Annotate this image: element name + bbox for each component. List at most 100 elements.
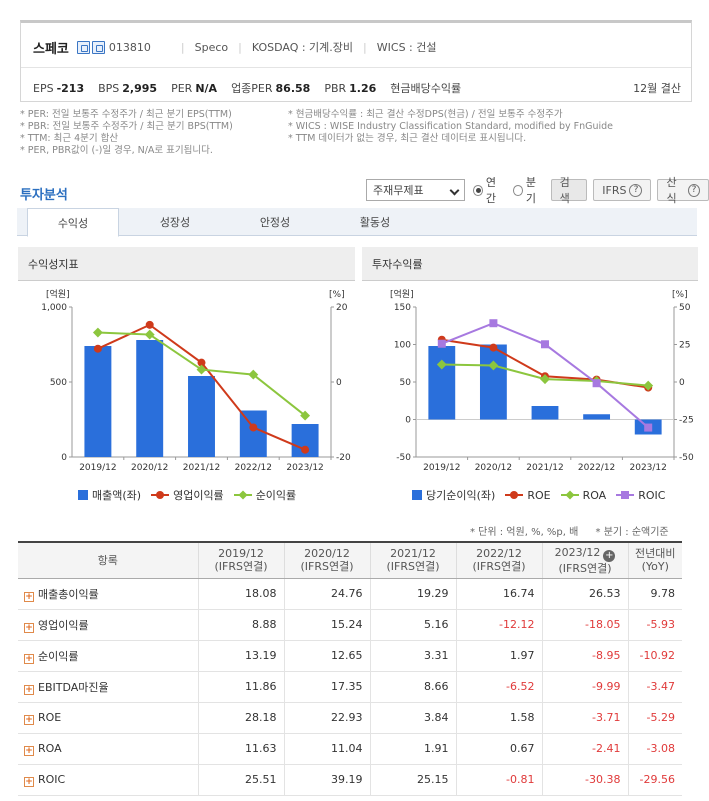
legend-item[interactable]: ROA [560,489,606,502]
table-cell: 16.74 [456,578,543,610]
legend-swatch [505,491,524,499]
right-tick-label: 20 [336,303,348,313]
row-label[interactable]: + ROIC [18,764,199,796]
row-label[interactable]: + 매출총이익률 [18,578,199,610]
building-icon[interactable] [76,40,90,54]
data-point [541,340,549,349]
chart-legend: 매출액(좌) 영업이익률 순이익률 [78,487,306,503]
notes-left: * PER: 전일 보통주 수정주가 / 최근 분기 EPS(TTM) * PBR… [20,109,288,157]
legend-item[interactable]: 순이익률 [233,487,296,503]
x-tick-label: 2020/12 [131,463,168,473]
expand-plus-icon[interactable]: + [24,714,34,725]
x-tick-label: 2019/12 [423,463,460,473]
row-label[interactable]: + 영업이익률 [18,609,199,641]
table-cell: -0.81 [456,764,543,796]
column-header: 2021/12 (IFRS연결) [370,541,457,579]
legend-item[interactable]: 영업이익률 [151,487,224,503]
legend-item[interactable]: 당기순이익(좌) [412,487,495,503]
x-tick-label: 2022/12 [235,463,272,473]
expand-plus-icon[interactable]: + [24,591,34,602]
table-cell: 11.86 [198,671,285,703]
expand-plus-icon[interactable]: + [24,776,34,787]
x-tick-label: 2023/12 [286,463,323,473]
legend-swatch [412,490,422,500]
ifrs-help-button[interactable]: IFRS ? [593,179,652,201]
statement-select[interactable]: 주재무제표 [366,179,465,201]
legend-marker [238,490,248,500]
x-tick-label: 2023/12 [630,463,667,473]
expand-plus-icon[interactable]: + [24,653,34,664]
legend-item[interactable]: 매출액(좌) [78,487,141,503]
analysis-tabs: 수익성 성장성 안정성 활동성 [17,208,697,237]
formula-help-button[interactable]: 산식 ? [657,176,709,205]
column-header: 전년대비 (YoY) [628,541,682,579]
chart-panel-title: 수익성지표 [18,247,355,281]
legend-item[interactable]: ROE [505,489,551,502]
per-metric: PER N/A [171,81,218,95]
quarter-radio-label: 분기 [525,176,536,205]
table-cell: 9.78 [628,578,682,610]
table-cell: -9.99 [542,671,629,703]
ifrs-label: IFRS [602,183,627,197]
legend-swatch [616,491,635,499]
building-icon[interactable] [91,40,105,54]
table-cell: 13.19 [198,640,285,672]
expand-plus-icon[interactable]: + [24,684,34,695]
tab-profitability[interactable]: 수익성 [27,208,119,237]
tab-activity[interactable]: 활동성 [359,216,391,229]
settlement-month: 12월 결산 [633,82,681,95]
search-button[interactable]: 검색 [550,176,588,205]
formula-label: 산식 [666,176,677,205]
table-cell: -30.38 [542,764,629,796]
expand-plus-icon[interactable]: + [603,549,616,562]
x-tick-label: 2020/12 [475,463,512,473]
analysis-controls: 주재무제표 연간 분기 검색 IFRS ? 산식 ? [366,176,709,205]
table-cell: 17.35 [284,671,371,703]
tab-growth[interactable]: 성장성 [159,216,191,229]
legend-item[interactable]: ROIC [616,489,665,502]
column-header: 2023/12 + (IFRS연결) [542,541,629,579]
table-row: + EBITDA마진율 11.86 17.35 8.66 -6.52 -9.99 -3.47 [18,671,682,703]
row-label[interactable]: + 순이익률 [18,640,199,672]
column-year: 2020/12 [304,547,350,561]
table-cell: 15.24 [284,609,371,641]
bar [583,414,611,420]
row-label[interactable]: + EBITDA마진율 [18,671,199,703]
divider: | [238,40,242,54]
table-cell: 11.04 [284,733,371,765]
table-cell: 19.29 [370,578,457,610]
unit-note: * 단위 : 억원, %, %p, 배 * 분기 : 순액기준 [470,527,669,538]
table-cell: -8.95 [542,640,629,672]
row-label-text: 매출총이익률 [38,587,99,601]
expand-plus-icon[interactable]: + [24,622,34,633]
row-label-text: EBITDA마진율 [38,680,109,694]
chart-legend: 당기순이익(좌) ROE ROA ROIC [412,487,675,503]
expand-plus-icon[interactable]: + [24,745,34,756]
table-cell: 1.91 [370,733,457,765]
left-tick-label: 100 [394,341,411,351]
note-line: * 현금배당수익률 : 최근 결산 수정DPS(현금) / 전일 보통주 수정주… [288,109,563,120]
row-label[interactable]: + ROE [18,702,199,734]
legend-swatch [78,490,88,500]
note-line: * TTM 데이터가 없는 경우, 최근 결산 데이터로 표시됩니다. [288,133,527,144]
row-label-text: 순이익률 [38,649,79,663]
column-subtitle: (IFRS연결) [300,560,354,574]
tab-stability[interactable]: 안정성 [259,216,291,229]
profitability-table: 항록 2019/12 (IFRS연결) 2020/12 (IFRS연결) 2021/12… [18,541,682,796]
table-cell: 0.67 [456,733,543,765]
note-line: * PBR: 전일 보통주 수정주가 / 최근 분기 BPS(TTM) [20,121,233,132]
column-year: 2022/12 [476,547,522,561]
left-tick-label: 1,000 [41,303,67,313]
table-row: + 매출총이익률 18.08 24.76 19.29 16.74 26.53 9.78 [18,578,682,610]
annual-radio[interactable] [472,184,483,196]
right-unit-label: [%] [672,290,688,300]
table-cell: 25.15 [370,764,457,796]
legend-label: ROIC [638,488,666,502]
row-label[interactable]: + ROA [18,733,199,765]
company-header: 스페코 013810 | Speco | KOSDAQ : 기계.장비 | WI… [33,37,437,57]
table-cell: -3.08 [628,733,682,765]
section-title: 투자분석 [20,188,68,203]
x-tick-label: 2019/12 [79,463,116,473]
column-year: 2021/12 [390,547,436,561]
quarter-radio[interactable] [512,184,523,196]
